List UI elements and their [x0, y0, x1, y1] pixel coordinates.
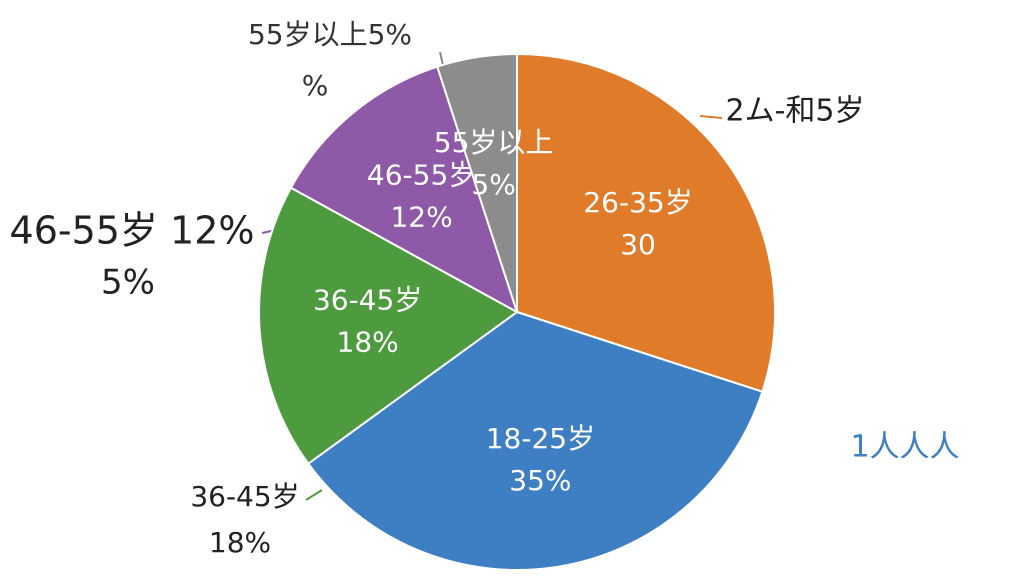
- annotation: 1人人人: [850, 430, 959, 465]
- annotation: 55岁以上5%: [248, 18, 412, 51]
- slice-value-label: 30: [620, 228, 656, 261]
- pie-slice: [516, 52, 776, 393]
- pie-slice: [436, 52, 518, 313]
- slice-category-label: 18-25岁: [486, 422, 595, 455]
- slice-value-label: 18%: [337, 325, 399, 358]
- slice-value-label: 35%: [509, 464, 571, 497]
- annotation: 2ム-和5岁: [726, 94, 865, 129]
- slice-category-label: 55岁以上: [434, 126, 554, 159]
- slice-category-label: 36-45岁: [313, 283, 422, 316]
- slice-value-label: 5%: [471, 168, 515, 201]
- pie-slice: [306, 310, 764, 571]
- slice-value-label: 12%: [390, 201, 452, 234]
- annotation: 5%: [101, 263, 155, 303]
- leader-line: [699, 115, 723, 119]
- slice-category-label: 26-35岁: [583, 186, 692, 219]
- annotation: 18%: [209, 526, 271, 559]
- pie-slice: [258, 186, 519, 466]
- annotation: %: [302, 69, 329, 102]
- annotation: 46-55岁 12%: [10, 209, 255, 253]
- slice-category-label: 46-55岁: [367, 159, 476, 192]
- leader-line: [305, 489, 323, 501]
- annotation: 36-45岁: [190, 480, 299, 513]
- pie-slice: [289, 65, 519, 315]
